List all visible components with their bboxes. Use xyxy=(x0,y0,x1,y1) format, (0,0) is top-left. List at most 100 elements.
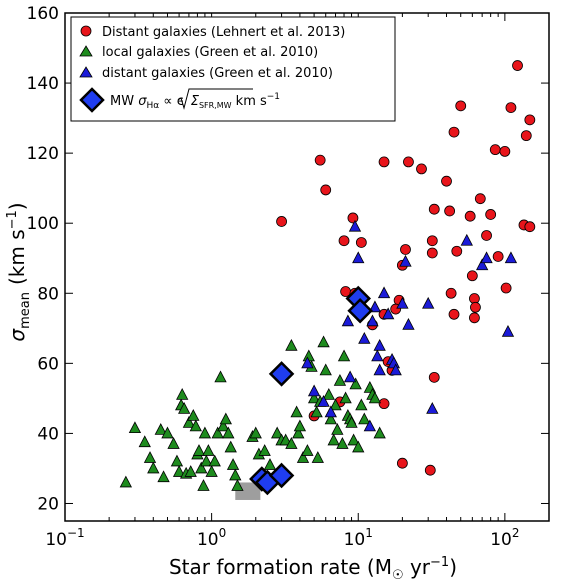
green-local-point xyxy=(219,412,232,425)
green-local-point xyxy=(195,461,208,474)
green-local-point xyxy=(347,433,360,446)
green-distant-point xyxy=(366,314,379,327)
green-local-point xyxy=(157,470,170,483)
lehnert-point xyxy=(338,235,350,247)
lehnert-point xyxy=(400,244,411,255)
green-local-point xyxy=(161,426,174,439)
green-local-point xyxy=(337,349,351,362)
green-local-point xyxy=(119,475,133,488)
green-local-point xyxy=(172,465,186,477)
green-local-point xyxy=(182,416,196,428)
green-distant-point xyxy=(301,356,314,369)
green-local-point xyxy=(349,377,362,390)
green-local-point xyxy=(200,454,213,467)
gray-box xyxy=(235,482,261,500)
green-local-point xyxy=(226,458,240,470)
green-local-point xyxy=(154,423,167,435)
green-distant-point xyxy=(343,370,357,383)
lehnert-point xyxy=(396,457,408,469)
green-distant-point xyxy=(504,251,518,264)
green-distant-point xyxy=(377,286,391,299)
legend-marker-red-circle xyxy=(80,25,92,37)
green-local-point xyxy=(224,440,237,453)
green-local-point xyxy=(249,426,262,439)
green-local-point xyxy=(368,391,382,404)
lehnert-point xyxy=(441,175,452,187)
lehnert-point xyxy=(489,144,501,156)
green-local-point xyxy=(202,444,215,456)
green-distant-point xyxy=(352,251,365,264)
green-local-point xyxy=(143,451,157,463)
green-local-point xyxy=(339,391,352,404)
green-local-point xyxy=(290,405,303,418)
lehnert-point xyxy=(481,230,492,241)
lehnert-point xyxy=(448,308,460,320)
green-local-point xyxy=(205,465,218,477)
x-axis-title: Star formation rate (M☉ yr−1) xyxy=(169,555,457,582)
green-local-point xyxy=(138,435,151,448)
green-local-point xyxy=(331,423,344,435)
legend-entry-mw: MW σHα ∝ ϵ ΣSFR,MW km s−1 xyxy=(110,92,280,111)
green-local-point xyxy=(176,388,189,400)
green-distant-point xyxy=(480,251,493,264)
gray-box-layer xyxy=(235,482,261,500)
data-points-layer xyxy=(119,60,536,496)
x-tick-label: 101 xyxy=(344,526,373,550)
green-distant-point xyxy=(317,395,330,407)
legend: Distant galaxies (Lehnert et al. 2013) l… xyxy=(70,16,396,122)
lehnert-point xyxy=(470,301,481,313)
legend-frame xyxy=(70,16,396,122)
green-distant-point xyxy=(389,363,402,376)
green-local-point xyxy=(211,426,224,439)
mw-point xyxy=(268,361,295,387)
green-local-point xyxy=(329,398,342,411)
green-local-point xyxy=(187,409,200,421)
x-tick-label: 102 xyxy=(490,526,519,550)
green-local-point xyxy=(231,479,244,491)
mw-point xyxy=(268,462,295,489)
green-local-point xyxy=(311,451,324,463)
green-local-point xyxy=(285,437,298,449)
green-local-point xyxy=(217,419,230,432)
x-tick-label: 100 xyxy=(197,526,226,550)
green-local-point xyxy=(358,412,371,425)
green-local-point xyxy=(285,338,298,351)
green-local-point xyxy=(333,373,347,386)
green-distant-point xyxy=(363,419,377,432)
green-distant-point xyxy=(402,317,415,330)
green-distant-point xyxy=(341,314,355,327)
lehnert-point xyxy=(445,287,457,299)
legend-marker-blue-triangle xyxy=(79,66,93,78)
lehnert-point xyxy=(520,130,532,142)
lehnert-point xyxy=(455,100,467,112)
lehnert-point xyxy=(347,212,359,224)
green-local-point xyxy=(317,335,330,348)
legend-sqrt-symbol xyxy=(177,88,253,110)
lehnert-point xyxy=(426,247,438,259)
green-local-point xyxy=(319,363,332,376)
green-local-point xyxy=(327,433,340,446)
lehnert-point xyxy=(448,126,460,138)
green-local-point xyxy=(355,398,368,411)
green-local-point xyxy=(279,433,292,446)
green-local-point xyxy=(198,426,212,439)
y-axis-title: σmean(km s−1) xyxy=(5,202,33,341)
lehnert-point xyxy=(424,464,436,476)
lehnert-point xyxy=(416,163,427,175)
green-distant-point xyxy=(501,324,515,337)
green-distant-point xyxy=(324,405,337,418)
legend-entry-green-local: local galaxies (Green et al. 2010) xyxy=(102,45,318,60)
green-local-point xyxy=(192,444,206,456)
green-local-point xyxy=(296,451,310,463)
green-local-point xyxy=(292,426,305,439)
green-distant-point xyxy=(460,233,473,246)
y-tick-label: 20 xyxy=(37,494,59,514)
lehnert-point xyxy=(428,203,440,215)
y-tick-label: 100 xyxy=(27,214,59,234)
lehnert-point xyxy=(314,154,326,166)
green-distant-point xyxy=(373,363,386,376)
lehnert-point xyxy=(469,312,480,324)
green-distant-point xyxy=(358,331,371,344)
green-local-point xyxy=(229,468,242,481)
